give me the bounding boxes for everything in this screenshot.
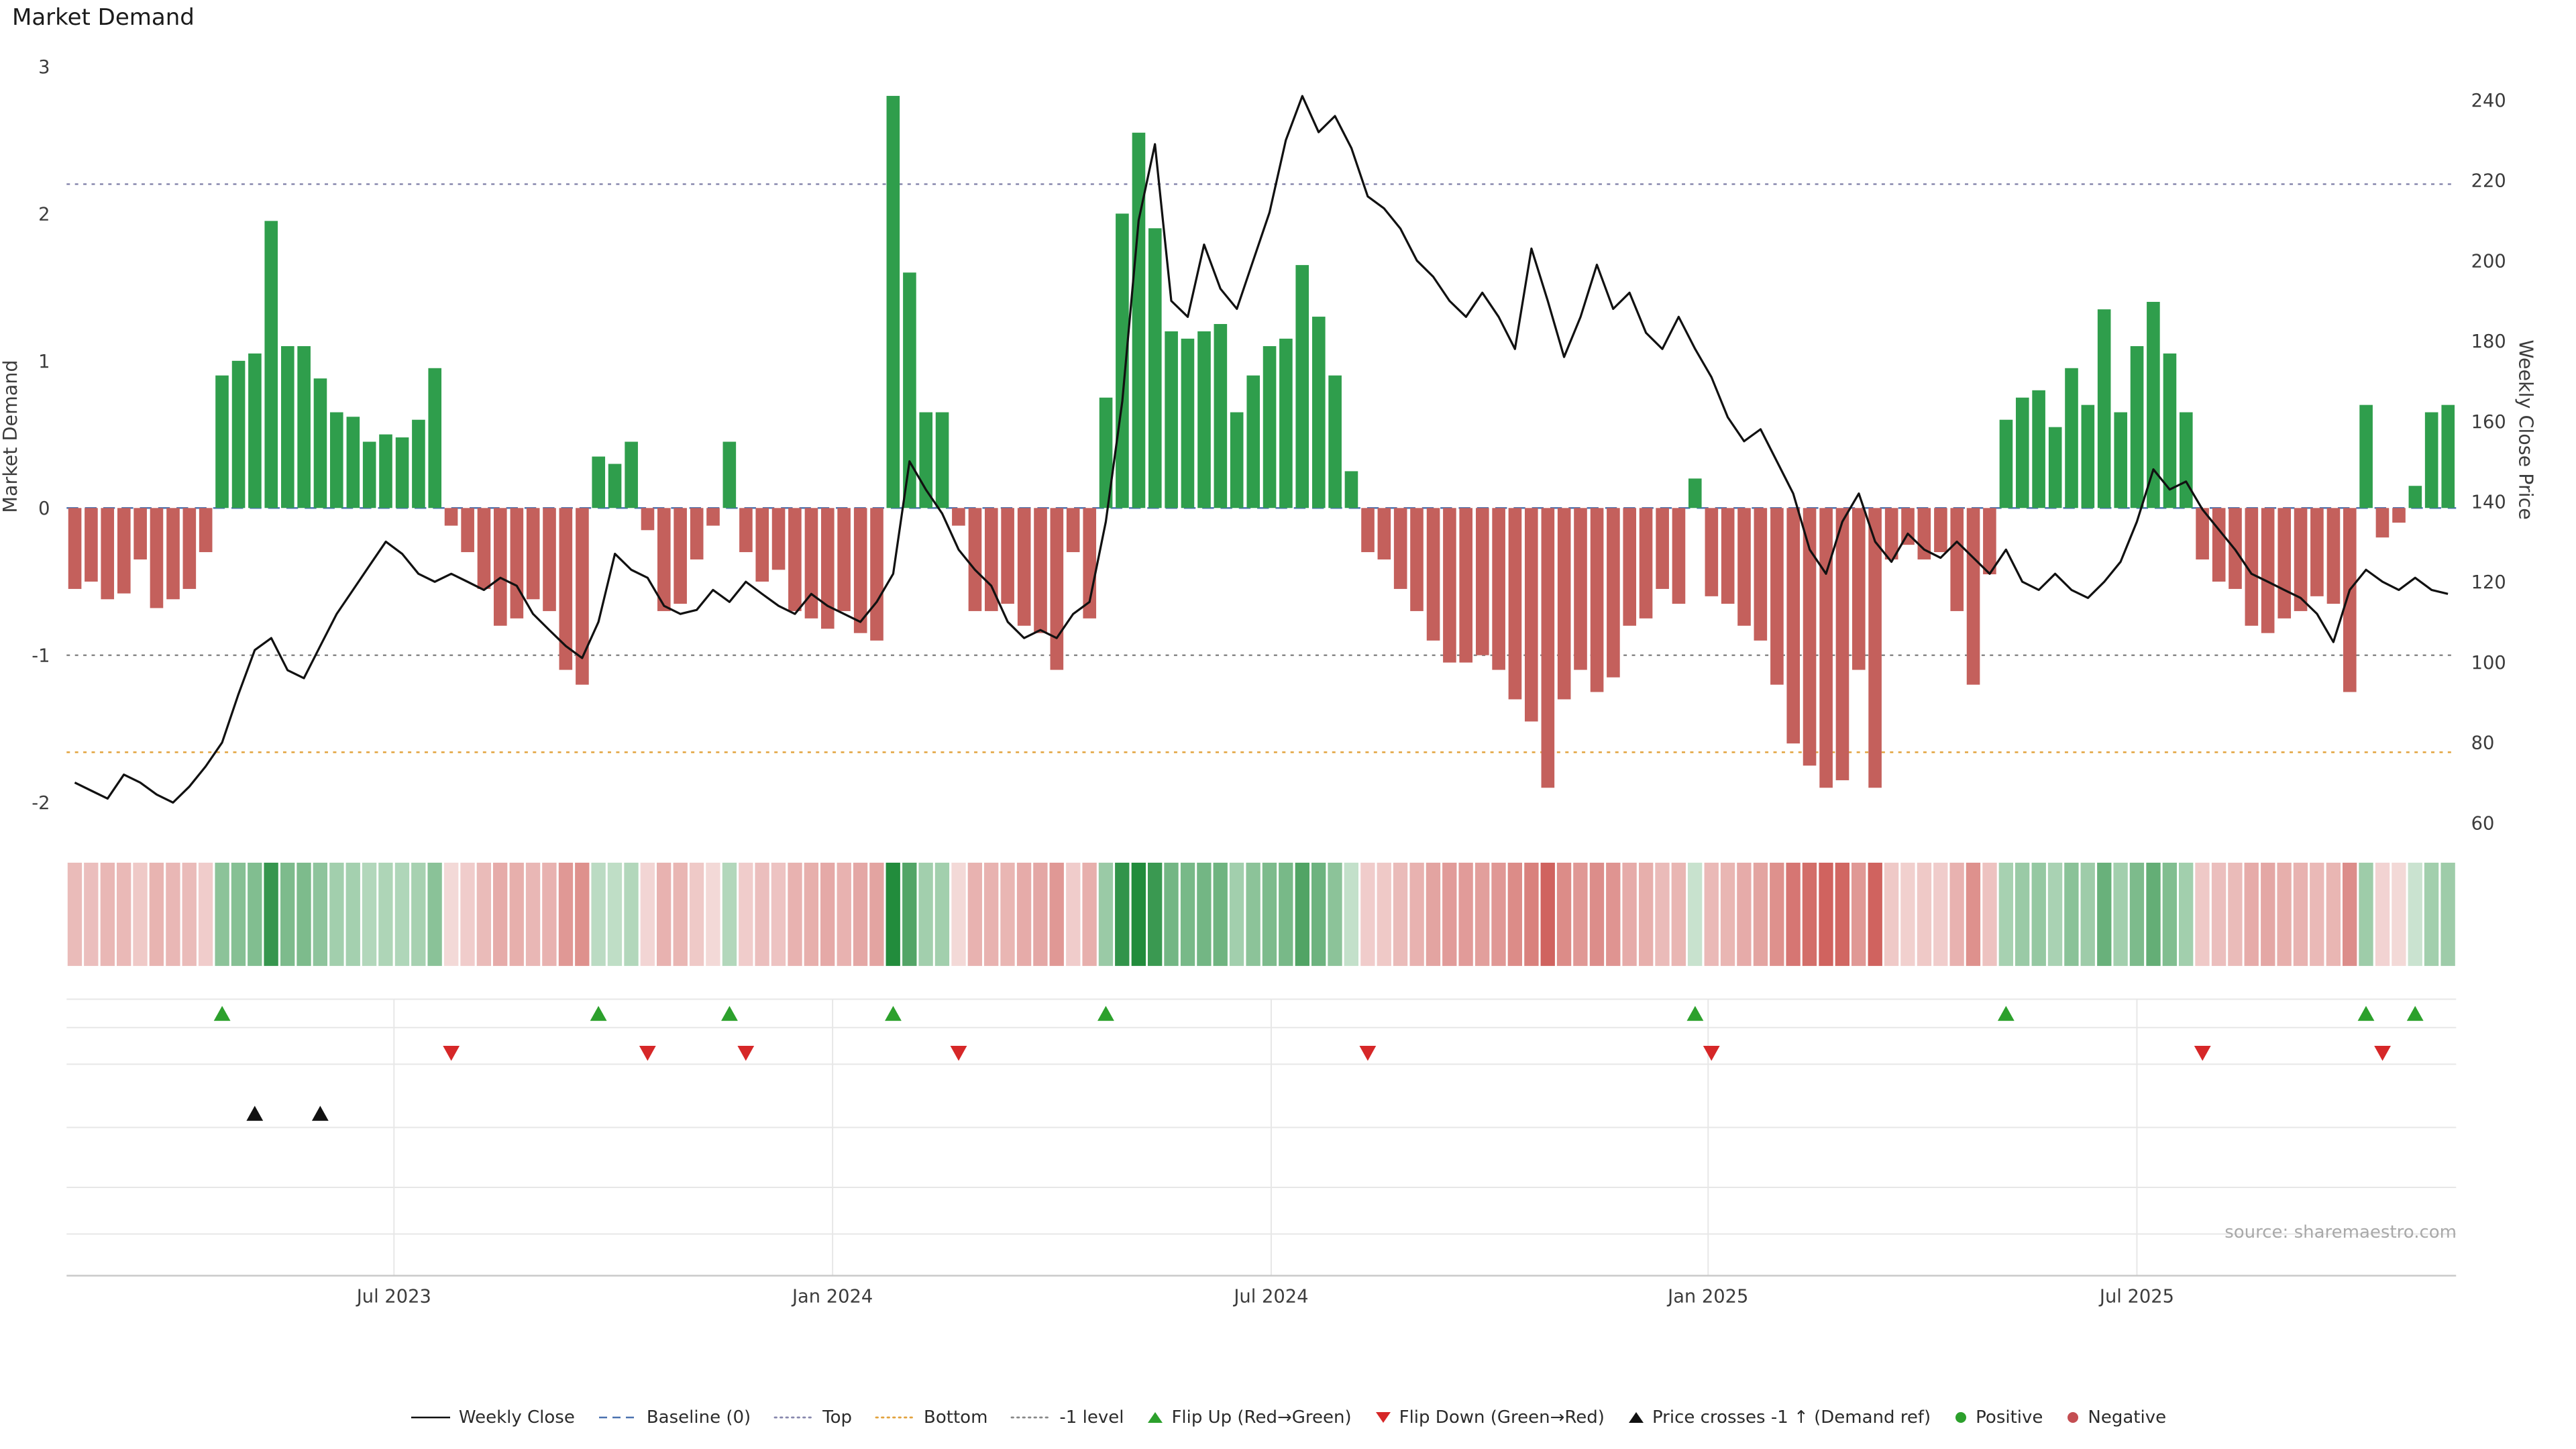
svg-text:-2: -2 [32, 793, 50, 814]
svg-text:Market Demand: Market Demand [0, 360, 21, 513]
reference-lines [66, 183, 2457, 753]
legend-item-positive: Positive [1953, 1407, 2043, 1428]
svg-text:120: 120 [2471, 572, 2506, 593]
svg-text:Weekly Close Price: Weekly Close Price [2515, 339, 2537, 519]
market-demand-chart: 3 2 1 0 -1 -2 240 220 200 180 160 140 120 100 80 60 Jul … [0, 57, 2537, 1307]
source-attribution: source: sharemaestro.com [2224, 1222, 2457, 1242]
svg-text:-1: -1 [32, 646, 50, 667]
legend-label: Flip Up (Red→Green) [1171, 1407, 1352, 1428]
legend-item-minus-1-level: -1 level [1010, 1407, 1124, 1428]
svg-text:0: 0 [38, 498, 50, 519]
legend-label: Weekly Close [458, 1407, 575, 1428]
svg-text:Jul 2023: Jul 2023 [356, 1286, 431, 1307]
legend-item-weekly-close: Weekly Close [410, 1407, 575, 1428]
legend-label: Bottom [924, 1407, 988, 1428]
legend-item-negative: Negative [2065, 1407, 2166, 1428]
demand-bars [68, 95, 2455, 788]
legend-label: Price crosses -1 ↑ (Demand ref) [1652, 1407, 1931, 1428]
flip-down-triangle-down-icon [1375, 1412, 1391, 1423]
svg-text:1: 1 [38, 352, 50, 372]
minus-1-level-dotted-line-icon [1011, 1416, 1052, 1419]
lower-panel-grid [66, 998, 2457, 1277]
svg-text:Jan 2025: Jan 2025 [1666, 1286, 1748, 1307]
svg-text:Jul 2024: Jul 2024 [1232, 1286, 1308, 1307]
legend-item-top: Top [773, 1407, 852, 1428]
top-dotted-line-icon [773, 1416, 815, 1419]
svg-text:Jan 2024: Jan 2024 [791, 1286, 873, 1307]
svg-text:180: 180 [2471, 331, 2506, 352]
x-axis-ticks: Jul 2023 Jan 2024 Jul 2024 Jan 2025 Jul 2025 [356, 1286, 2174, 1307]
legend-label: -1 level [1059, 1407, 1124, 1428]
svg-text:2: 2 [38, 204, 50, 225]
svg-text:100: 100 [2471, 653, 2506, 674]
left-axis-ticks: 3 2 1 0 -1 -2 [32, 57, 50, 814]
svg-text:80: 80 [2471, 733, 2495, 754]
legend-label: Flip Down (Green→Red) [1399, 1407, 1605, 1428]
svg-text:160: 160 [2471, 412, 2506, 433]
price-cross-triangle-up-icon [1628, 1412, 1644, 1423]
svg-text:220: 220 [2471, 171, 2506, 192]
negative-dot-icon [2068, 1412, 2079, 1423]
chart-legend: Weekly Close Baseline (0) Top Bottom -1 leve… [0, 1407, 2576, 1428]
flip-up-markers [213, 1006, 2424, 1021]
legend-label: Positive [1976, 1407, 2043, 1428]
positive-dot-icon [1955, 1412, 1967, 1423]
bottom-dotted-line-icon [875, 1416, 916, 1419]
page-title: Market Demand [12, 4, 195, 31]
right-axis-ticks: 240 220 200 180 160 140 120 100 80 60 [2471, 91, 2506, 834]
legend-label: Baseline (0) [646, 1407, 751, 1428]
legend-item-flip-up: Flip Up (Red→Green) [1146, 1407, 1352, 1428]
svg-text:200: 200 [2471, 251, 2506, 272]
baseline-dashed-line-icon [598, 1416, 638, 1419]
demand-heatmap [67, 862, 2455, 966]
legend-item-price-cross: Price crosses -1 ↑ (Demand ref) [1627, 1407, 1931, 1428]
svg-text:3: 3 [38, 57, 50, 78]
svg-text:Jul 2025: Jul 2025 [2098, 1286, 2174, 1307]
flip-up-triangle-up-icon [1148, 1412, 1163, 1423]
svg-text:60: 60 [2471, 813, 2495, 834]
svg-text:240: 240 [2471, 91, 2506, 111]
svg-text:140: 140 [2471, 492, 2506, 513]
flip-down-markers [443, 1046, 2391, 1061]
legend-item-baseline: Baseline (0) [598, 1407, 751, 1428]
legend-item-bottom: Bottom [875, 1407, 987, 1428]
legend-item-flip-down: Flip Down (Green→Red) [1375, 1407, 1605, 1428]
legend-label: Negative [2088, 1407, 2167, 1428]
price-line [74, 95, 2449, 804]
weekly-close-line-icon [411, 1416, 450, 1419]
price-cross-markers [246, 1106, 329, 1121]
legend-label: Top [822, 1407, 853, 1428]
axis-titles: Market Demand Weekly Close Price [0, 339, 2537, 519]
